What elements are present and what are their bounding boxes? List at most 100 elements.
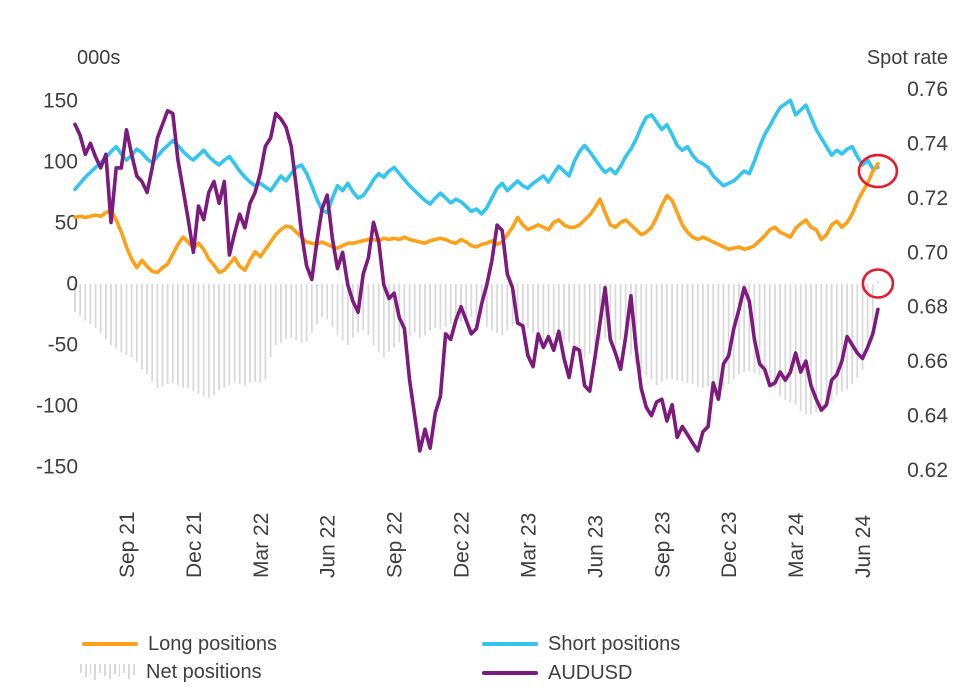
x-axis-tick: Sep 23 (651, 511, 674, 578)
net-positions-bar (794, 284, 797, 405)
net-positions-bar (496, 284, 498, 333)
net-positions-bar (861, 284, 864, 370)
net-positions-bar (434, 284, 437, 328)
net-positions-bar (408, 284, 411, 337)
net-positions-bar (429, 284, 431, 331)
net-positions-bar (666, 284, 668, 380)
right-axis-tick: 0.68 (907, 296, 948, 319)
net-positions-bar (825, 284, 828, 404)
net-positions-bar (702, 284, 704, 388)
net-positions-bar (774, 284, 776, 388)
net-positions-bar (372, 284, 375, 346)
net-positions-bar (171, 284, 174, 383)
net-positions-bar (763, 284, 766, 375)
legend-label-audusd: AUDUSD (548, 662, 633, 684)
net-positions-bar (135, 284, 138, 363)
net-positions-bar (449, 284, 452, 325)
net-positions-bar (727, 284, 730, 385)
x-axis-tick: Dec 21 (183, 511, 206, 578)
net-positions-bar (202, 284, 205, 397)
net-positions-bar (532, 284, 534, 333)
net-positions-bar (835, 284, 838, 396)
net-positions-bar (470, 284, 473, 317)
net-positions-bar (213, 284, 215, 396)
net-positions-bar (779, 284, 781, 397)
net-swatch-bar (80, 663, 82, 673)
net-positions-bar (346, 284, 349, 346)
net-swatch-bar (84, 663, 87, 677)
net-positions-bar (141, 284, 143, 370)
net-positions-bar (805, 284, 807, 415)
net-positions-bar (125, 284, 128, 355)
net-swatch-bar (108, 663, 111, 679)
net-positions-bar (207, 284, 210, 398)
x-axis-tick: Mar 24 (785, 512, 808, 578)
net-positions-bar (444, 284, 447, 327)
right-axis-tick: 0.62 (907, 459, 948, 482)
net-swatch-bar (133, 663, 135, 675)
net-positions-bars-swatch (80, 663, 138, 681)
net-positions-bar (187, 284, 190, 388)
net-positions-bar (815, 284, 818, 413)
left-axis-title: 000s (77, 47, 121, 69)
net-swatch-bar (123, 663, 126, 673)
net-positions-bar (341, 284, 344, 341)
net-swatch-bar (113, 663, 116, 674)
net-positions-bar (485, 284, 488, 327)
net-positions-bar (367, 284, 370, 336)
net-positions-bar (285, 284, 287, 339)
net-positions-bar (604, 284, 606, 338)
net-positions-bar (120, 284, 123, 353)
net-swatch-bar (89, 663, 92, 674)
net-swatch-bar (104, 663, 106, 676)
net-positions-bar (403, 284, 406, 339)
net-positions-bar (789, 284, 792, 403)
left-axis-tick: -50 (48, 334, 78, 357)
net-positions-bar (305, 284, 308, 342)
net-positions-bar (413, 284, 416, 333)
net-positions-bar (681, 284, 684, 382)
net-positions-bar (758, 284, 761, 375)
right-axis-tick: 0.76 (907, 78, 948, 101)
net-positions-bar (547, 284, 550, 338)
net-positions-bar (630, 284, 632, 355)
net-positions-bar (182, 284, 184, 388)
net-positions-bar (686, 284, 689, 383)
net-positions-bar (218, 284, 220, 391)
net-positions-bar (74, 284, 76, 313)
net-positions-bar (573, 284, 576, 350)
net-positions-bar (593, 284, 596, 348)
net-positions-bar (516, 284, 519, 321)
net-positions-bar (521, 284, 524, 324)
net-positions-bar (640, 284, 643, 372)
net-positions-bar (388, 284, 390, 352)
x-axis-tick: Mar 23 (517, 513, 540, 578)
net-positions-bar (382, 284, 385, 358)
short-positions-line (73, 98, 880, 216)
net-positions-bar (578, 284, 581, 355)
net-positions-bar (300, 284, 303, 343)
net-positions-bar (465, 284, 468, 320)
net-positions-bar (650, 284, 653, 380)
x-axis-tick: Jun 23 (584, 515, 607, 578)
x-axis-tick: Sep 22 (384, 511, 407, 578)
net-positions-bar (738, 284, 740, 375)
net-positions-bar (810, 284, 812, 415)
net-positions-bar (820, 284, 823, 408)
net-positions-bar (877, 281, 879, 284)
net-positions-bar (799, 284, 802, 411)
net-positions-bar (377, 284, 380, 353)
net-positions-bar (110, 284, 112, 346)
net-positions-bar (326, 284, 329, 320)
legend-label-net: Net positions (146, 661, 262, 683)
left-axis-tick: 50 (55, 211, 78, 234)
net-positions-bar (310, 284, 313, 333)
short-positions-line-swatch (482, 642, 538, 646)
net-positions-bar (707, 284, 709, 387)
left-axis-tick: 150 (43, 89, 78, 112)
net-positions-bar (871, 284, 874, 321)
legend-item-audusd: AUDUSD (482, 661, 632, 685)
right-axis-tick: 0.70 (907, 241, 948, 264)
net-positions-bar (722, 284, 725, 390)
net-positions-bar (676, 284, 679, 381)
